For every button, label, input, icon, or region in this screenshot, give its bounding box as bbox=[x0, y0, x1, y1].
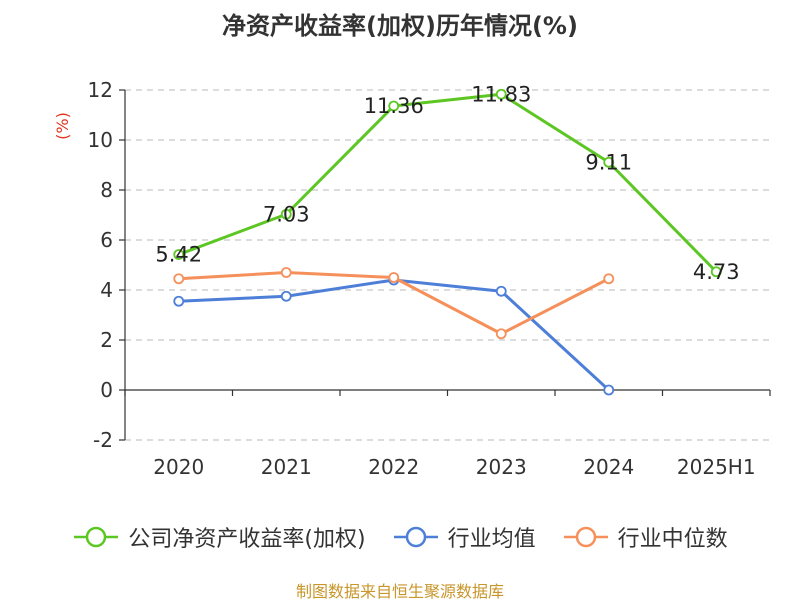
data-point bbox=[173, 249, 185, 260]
legend-item[interactable]: 行业均值 bbox=[392, 521, 536, 553]
legend-item[interactable]: 行业中位数 bbox=[562, 521, 728, 553]
data-point bbox=[280, 290, 292, 302]
data-label: 11.83 bbox=[471, 82, 531, 106]
legend-line-circle-icon bbox=[563, 526, 608, 548]
data-point bbox=[495, 285, 507, 297]
legend-item[interactable]: 公司净资产收益率(加权) bbox=[72, 521, 366, 553]
x-tick-label: 2020 bbox=[153, 455, 204, 479]
data-point bbox=[173, 273, 185, 285]
x-tick-label: 2022 bbox=[368, 455, 419, 479]
data-point bbox=[710, 266, 722, 278]
y-tick-label: 10 bbox=[88, 128, 113, 152]
x-tick-label: 2021 bbox=[261, 455, 312, 479]
data-point bbox=[495, 88, 507, 100]
y-tick-label: 0 bbox=[100, 378, 113, 402]
data-label: 5.42 bbox=[155, 243, 202, 267]
legend-line-circle-icon bbox=[393, 526, 438, 548]
series-line bbox=[178, 92, 718, 273]
data-point bbox=[495, 328, 507, 340]
data-point bbox=[603, 384, 615, 396]
series-line bbox=[178, 278, 610, 392]
chart-title: 净资产收益率(加权)历年情况(%) bbox=[222, 12, 578, 40]
y-axis-unit-label: (%) bbox=[53, 112, 72, 140]
x-tick-label: 2024 bbox=[583, 455, 634, 479]
y-tick-label: 12 bbox=[88, 78, 113, 102]
data-point bbox=[173, 295, 185, 307]
data-point bbox=[280, 208, 292, 220]
data-label: 11.36 bbox=[364, 94, 424, 118]
legend-label: 行业均值 bbox=[447, 527, 536, 552]
data-point bbox=[280, 267, 292, 278]
x-tick-label: 2023 bbox=[476, 455, 527, 479]
data-label: 4.73 bbox=[693, 260, 740, 284]
data-point bbox=[603, 273, 615, 285]
data-label: 7.03 bbox=[263, 202, 310, 226]
series-layer bbox=[173, 88, 722, 396]
y-tick-label: 6 bbox=[100, 228, 113, 252]
data-point bbox=[388, 272, 400, 283]
axis-layer: -2 0 2 4 6 8 10 12 2020 2021 2022 2023 2024 2025H1 bbox=[88, 78, 771, 479]
grid-layer bbox=[125, 89, 770, 441]
source-note: 制图数据来自恒生聚源数据库 bbox=[295, 582, 504, 601]
legend-label: 行业中位数 bbox=[617, 527, 728, 552]
data-point bbox=[388, 100, 400, 112]
y-tick-label: -2 bbox=[93, 428, 113, 452]
data-label-layer: 5.42 7.03 11.36 11.83 9.11 4.73 bbox=[155, 82, 739, 284]
y-tick-label: 4 bbox=[100, 278, 113, 302]
data-point bbox=[603, 156, 615, 168]
y-tick-label: 8 bbox=[100, 178, 113, 202]
data-label: 9.11 bbox=[585, 150, 632, 174]
legend-line-circle-icon bbox=[74, 526, 119, 548]
legend: 公司净资产收益率(加权) 行业均值 行业中位数 bbox=[0, 520, 800, 554]
x-tick-label: 2025H1 bbox=[677, 455, 756, 479]
y-tick-label: 2 bbox=[100, 328, 113, 352]
legend-label: 公司净资产收益率(加权) bbox=[128, 527, 366, 552]
